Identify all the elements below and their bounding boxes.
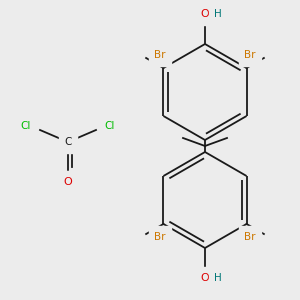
- Text: Cl: Cl: [105, 121, 115, 131]
- Text: O: O: [201, 9, 209, 19]
- Text: Br: Br: [154, 50, 166, 60]
- Text: C: C: [64, 137, 72, 147]
- Text: Br: Br: [154, 232, 166, 242]
- Text: Br: Br: [244, 50, 256, 60]
- Text: O: O: [64, 177, 72, 187]
- Text: O: O: [201, 273, 209, 283]
- Text: Br: Br: [244, 232, 256, 242]
- Text: H: H: [214, 273, 222, 283]
- Text: H: H: [214, 9, 222, 19]
- Text: Cl: Cl: [21, 121, 31, 131]
